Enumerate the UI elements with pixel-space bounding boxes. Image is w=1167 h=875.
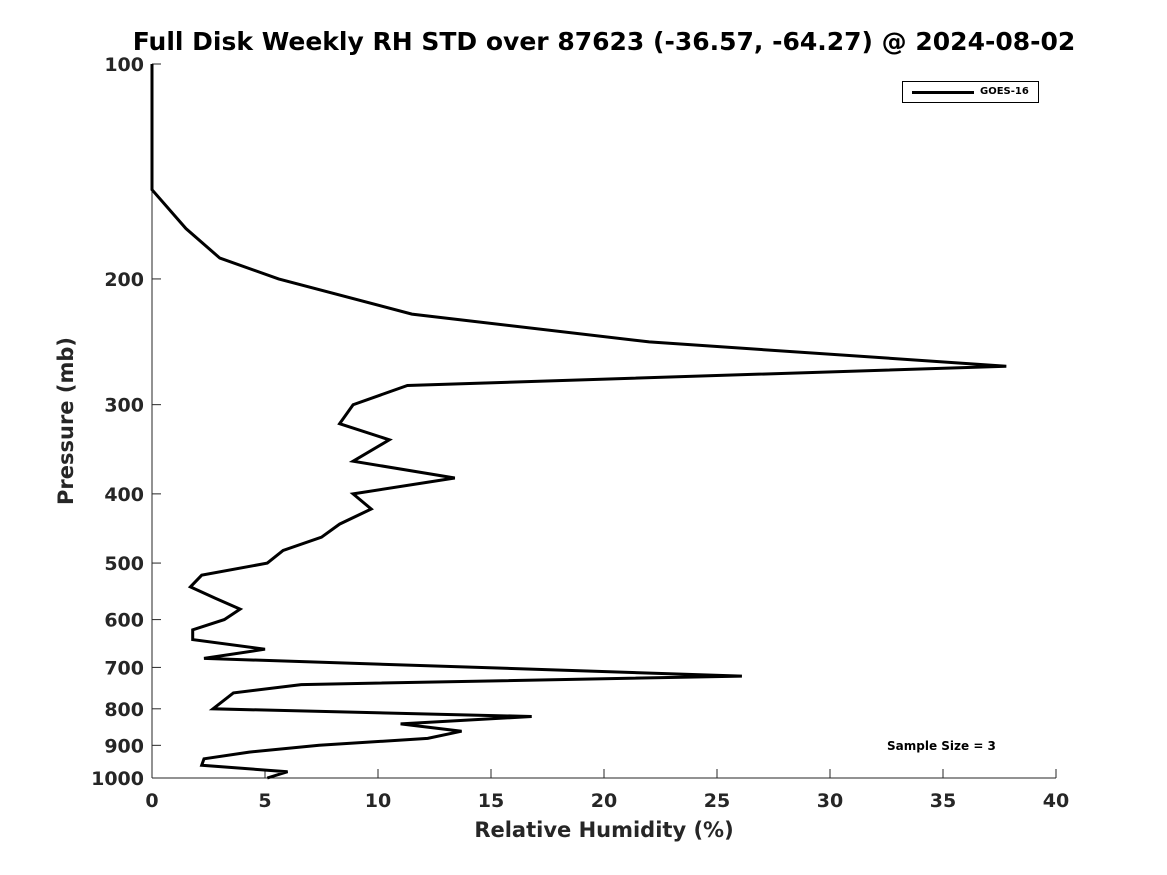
x-axis-ticks: 0 5 10 15 20 25 30 35 40 <box>145 769 1069 812</box>
legend-swatch-goes-16 <box>912 91 974 94</box>
y-tick-label: 600 <box>104 610 144 632</box>
x-tick-label: 5 <box>258 790 271 812</box>
x-tick-label: 0 <box>145 790 158 812</box>
x-tick-label: 40 <box>1043 790 1069 812</box>
x-tick-label: 35 <box>930 790 956 812</box>
x-tick-label: 10 <box>365 790 391 812</box>
x-tick-label: 30 <box>817 790 843 812</box>
y-axis-label: Pressure (mb) <box>54 337 78 505</box>
x-tick-label: 25 <box>704 790 730 812</box>
x-tick-label: 15 <box>478 790 504 812</box>
y-tick-label: 900 <box>104 735 144 757</box>
x-tick-label: 20 <box>591 790 617 812</box>
y-tick-label: 200 <box>104 269 144 291</box>
legend: GOES-16 <box>902 81 1039 103</box>
y-tick-label: 100 <box>104 54 144 76</box>
y-tick-label: 700 <box>104 657 144 679</box>
chart-title: Full Disk Weekly RH STD over 87623 (-36.… <box>132 27 1076 56</box>
x-axis-label: Relative Humidity (%) <box>474 818 734 842</box>
y-tick-label: 800 <box>104 699 144 721</box>
y-axis-ticks: 100 200 300 400 500 600 700 800 900 1000 <box>91 54 161 790</box>
y-tick-label: 400 <box>104 484 144 506</box>
y-tick-label: 300 <box>104 395 144 417</box>
series-group <box>150 64 1007 780</box>
y-tick-label: 500 <box>104 553 144 575</box>
sample-size-annotation: Sample Size = 3 <box>887 739 996 753</box>
series-line-goes-16 <box>150 64 1007 780</box>
y-tick-label: 1000 <box>91 768 144 790</box>
legend-label-goes-16: GOES-16 <box>980 86 1029 97</box>
